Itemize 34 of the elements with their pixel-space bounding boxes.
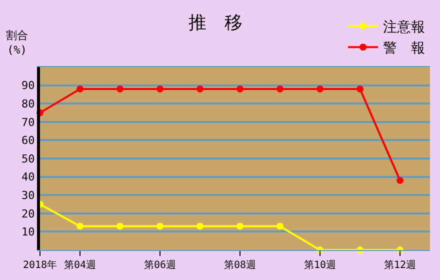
point: [316, 85, 324, 92]
y-tick-label: 40: [22, 170, 35, 184]
x-tick-label: 第06週: [144, 259, 176, 271]
y-tick-label: 30: [22, 188, 35, 202]
point: [276, 85, 284, 92]
x-tick-label: 第10週: [304, 259, 336, 271]
point: [116, 85, 124, 92]
legend-label: 注意報: [383, 19, 425, 36]
x-tick-label: 第04週: [64, 259, 96, 271]
legend-label: 警 報: [383, 40, 425, 57]
point: [356, 85, 364, 92]
x-tick-label: 第12週: [384, 259, 416, 271]
point: [236, 85, 244, 92]
x-tick-label: 2018年: [22, 259, 58, 271]
point: [276, 222, 284, 230]
y-tick-label: 90: [22, 79, 35, 92]
y-tick-label: 10: [22, 226, 35, 239]
point: [116, 222, 124, 230]
y-tick-label: 50: [22, 152, 35, 166]
point: [196, 85, 204, 92]
y-axis-title: 割合 (%): [6, 29, 28, 56]
point: [396, 176, 404, 184]
y-tick-label: 60: [22, 134, 35, 148]
point: [196, 222, 204, 230]
y-tick-label: 20: [22, 207, 35, 220]
x-tick-label: 第08週: [224, 259, 256, 271]
point: [76, 222, 84, 230]
point: [236, 222, 244, 230]
chart-title: 推 移: [188, 12, 243, 34]
point: [76, 85, 84, 92]
point: [156, 85, 164, 92]
point: [156, 222, 164, 230]
y-tick-label: 70: [22, 116, 35, 129]
y-tick-label: 80: [22, 97, 35, 110]
